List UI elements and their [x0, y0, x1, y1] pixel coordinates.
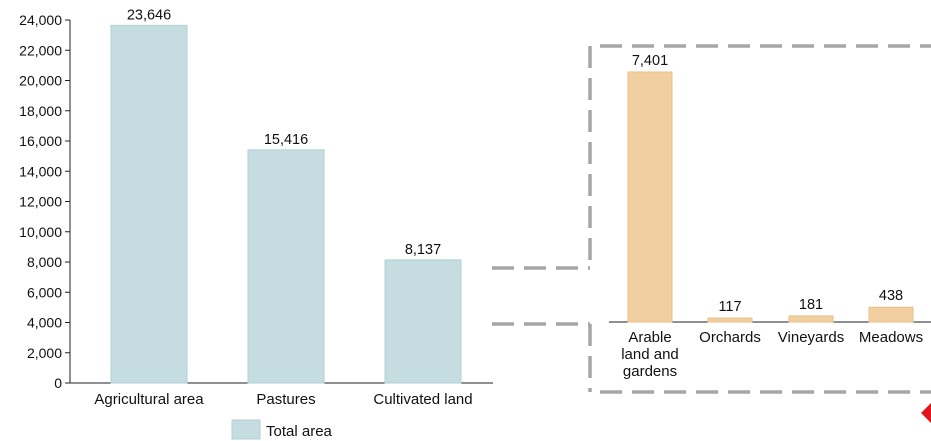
x-axis-categories: Agricultural area Pastures Cultivated land	[94, 391, 472, 408]
total-area-data-label: 8,137	[405, 242, 441, 258]
breakdown-category-label: Orchards	[699, 329, 761, 346]
breakdown-category-label: gardens	[623, 363, 677, 380]
total-area-bar	[384, 259, 462, 384]
breakdown-bars	[609, 71, 931, 323]
corner-marker-icon	[921, 403, 931, 423]
total-area-bars	[110, 24, 462, 384]
breakdown-data-labels: 7,401 117 181 438	[632, 53, 903, 315]
total-area-bar	[247, 149, 325, 384]
y-tick-label: 4,000	[27, 315, 62, 331]
y-tick-label: 2,000	[27, 345, 62, 361]
y-tick-label: 20,000	[19, 73, 62, 89]
y-tick-label: 10,000	[19, 224, 62, 240]
y-tick-label: 16,000	[19, 133, 62, 149]
x-category-label: Agricultural area	[94, 391, 204, 408]
breakdown-category-label: Meadows	[859, 329, 923, 346]
legend: Total area	[231, 419, 333, 440]
legend-swatch	[231, 419, 261, 440]
x-category-label: Pastures	[256, 391, 315, 408]
breakdown-category-label: Arable	[628, 329, 671, 346]
breakdown-data-label: 181	[799, 297, 823, 313]
y-tick-label: 14,000	[19, 163, 62, 179]
y-axis: 0 2,000 4,000 6,000 8,000 10,000 12,000 14,000 1…	[19, 12, 493, 391]
y-tick-label: 8,000	[27, 254, 62, 270]
total-area-data-label: 15,416	[264, 132, 308, 148]
breakdown-bar	[788, 315, 834, 323]
total-area-data-label: 23,646	[127, 7, 171, 23]
total-area-bar	[110, 24, 188, 384]
breakdown-bar	[627, 71, 673, 323]
breakdown-frame	[588, 44, 931, 394]
breakdown-data-label: 438	[879, 288, 903, 304]
breakdown-category-label: Vineyards	[778, 329, 844, 346]
y-tick-label: 24,000	[19, 12, 62, 28]
breakdown-connector	[492, 266, 590, 326]
breakdown-category-label: land and	[621, 346, 679, 363]
breakdown-data-label: 117	[718, 299, 741, 315]
breakdown-bar	[868, 306, 914, 323]
y-tick-label: 6,000	[27, 284, 62, 300]
breakdown-data-label: 7,401	[632, 53, 668, 69]
breakdown-bar	[707, 317, 753, 323]
y-tick-label: 12,000	[19, 194, 62, 210]
y-tick-label: 0	[54, 375, 62, 391]
y-tick-label: 22,000	[19, 42, 62, 58]
y-tick-label: 18,000	[19, 103, 62, 119]
x-category-label: Cultivated land	[373, 391, 472, 408]
total-area-data-labels: 23,646 15,416 8,137	[127, 7, 441, 258]
legend-label: Total area	[266, 423, 333, 440]
